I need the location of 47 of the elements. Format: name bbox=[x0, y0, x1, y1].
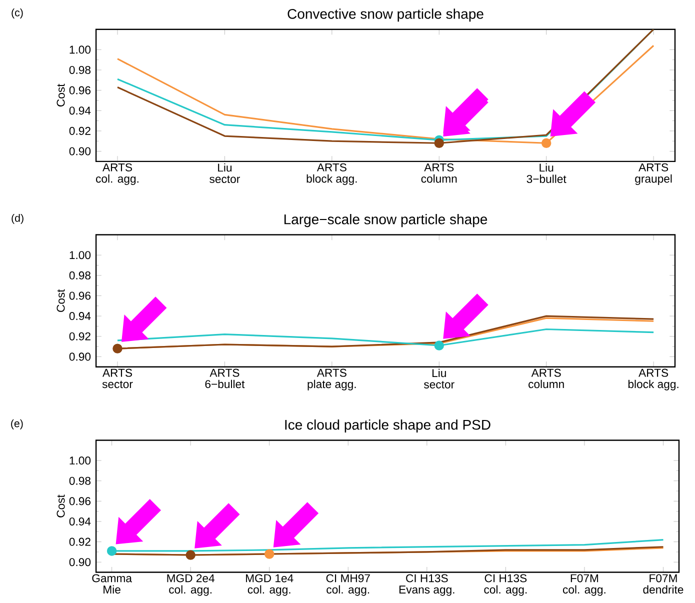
chart-title: Large−scale snow particle shape bbox=[284, 214, 488, 228]
y-tick-label: 0.94 bbox=[69, 517, 91, 526]
y-tick-label: 0.90 bbox=[69, 352, 91, 361]
x-tick-label: CI MH97 col. agg. bbox=[326, 574, 370, 596]
x-tick-label: ARTS column bbox=[421, 163, 457, 183]
text: (c) bbox=[12, 8, 23, 18]
y-tick-label: 0.96 bbox=[69, 86, 91, 94]
y-tick-label: 0.98 bbox=[69, 66, 91, 74]
y-tick-label: 1.00 bbox=[70, 46, 91, 54]
x-tick-label: Gamma Mie bbox=[92, 574, 132, 594]
chart-title: Convective snow particle shape bbox=[288, 8, 484, 22]
y-tick-label: 0.98 bbox=[69, 271, 91, 280]
x-tick-label: MGD 2e4 col. agg. bbox=[167, 574, 215, 596]
x-tick-label: ARTS column bbox=[528, 368, 564, 388]
x-tick-label: CI H13S Evans agg. bbox=[399, 574, 454, 596]
y-tick-label: 0.94 bbox=[69, 312, 91, 320]
x-tick-label: ARTS block agg. bbox=[306, 163, 357, 185]
x-tick-label: F07M dendrite bbox=[643, 574, 684, 594]
y-tick-label: 0.94 bbox=[69, 106, 91, 115]
y-tick-label: 1.00 bbox=[70, 251, 91, 260]
x-tick-label: ARTS plate agg. bbox=[308, 368, 356, 390]
chart-title: Ice cloud particle shape and PSD bbox=[285, 419, 490, 433]
text: (d) bbox=[12, 214, 24, 224]
x-tick-label: Liu sector bbox=[210, 163, 240, 184]
x-tick-label: F07M col. agg. bbox=[562, 574, 606, 596]
x-tick-label: CI H13S col. agg. bbox=[484, 574, 527, 596]
x-tick-label: ARTS 6−bullet bbox=[205, 368, 245, 388]
y-tick-label: 0.90 bbox=[69, 558, 91, 566]
x-tick-label: MGD 1e4 col. agg. bbox=[246, 574, 294, 596]
y-tick-label: 0.96 bbox=[69, 497, 91, 506]
y-tick-label: 1.00 bbox=[70, 456, 91, 465]
text: (e) bbox=[11, 419, 23, 430]
y-axis-title: Cost bbox=[56, 289, 65, 312]
y-axis-title: Cost bbox=[56, 494, 65, 518]
y-tick-label: 0.90 bbox=[69, 147, 91, 156]
x-tick-label: ARTS col. agg. bbox=[96, 163, 138, 185]
y-tick-label: 0.92 bbox=[69, 332, 90, 340]
y-tick-label: 0.96 bbox=[69, 292, 91, 300]
y-axis-title: Cost bbox=[56, 84, 65, 106]
y-tick-label: 0.92 bbox=[69, 126, 90, 135]
x-tick-label: ARTS sector bbox=[102, 368, 133, 388]
x-tick-label: Liu sector bbox=[424, 368, 454, 388]
y-tick-label: 0.92 bbox=[69, 538, 90, 546]
x-tick-label: ARTS graupel bbox=[635, 163, 672, 185]
y-tick-label: 0.98 bbox=[69, 476, 91, 485]
x-tick-label: Liu 3−bullet bbox=[526, 163, 566, 184]
x-tick-label: ARTS block agg. bbox=[628, 368, 678, 390]
